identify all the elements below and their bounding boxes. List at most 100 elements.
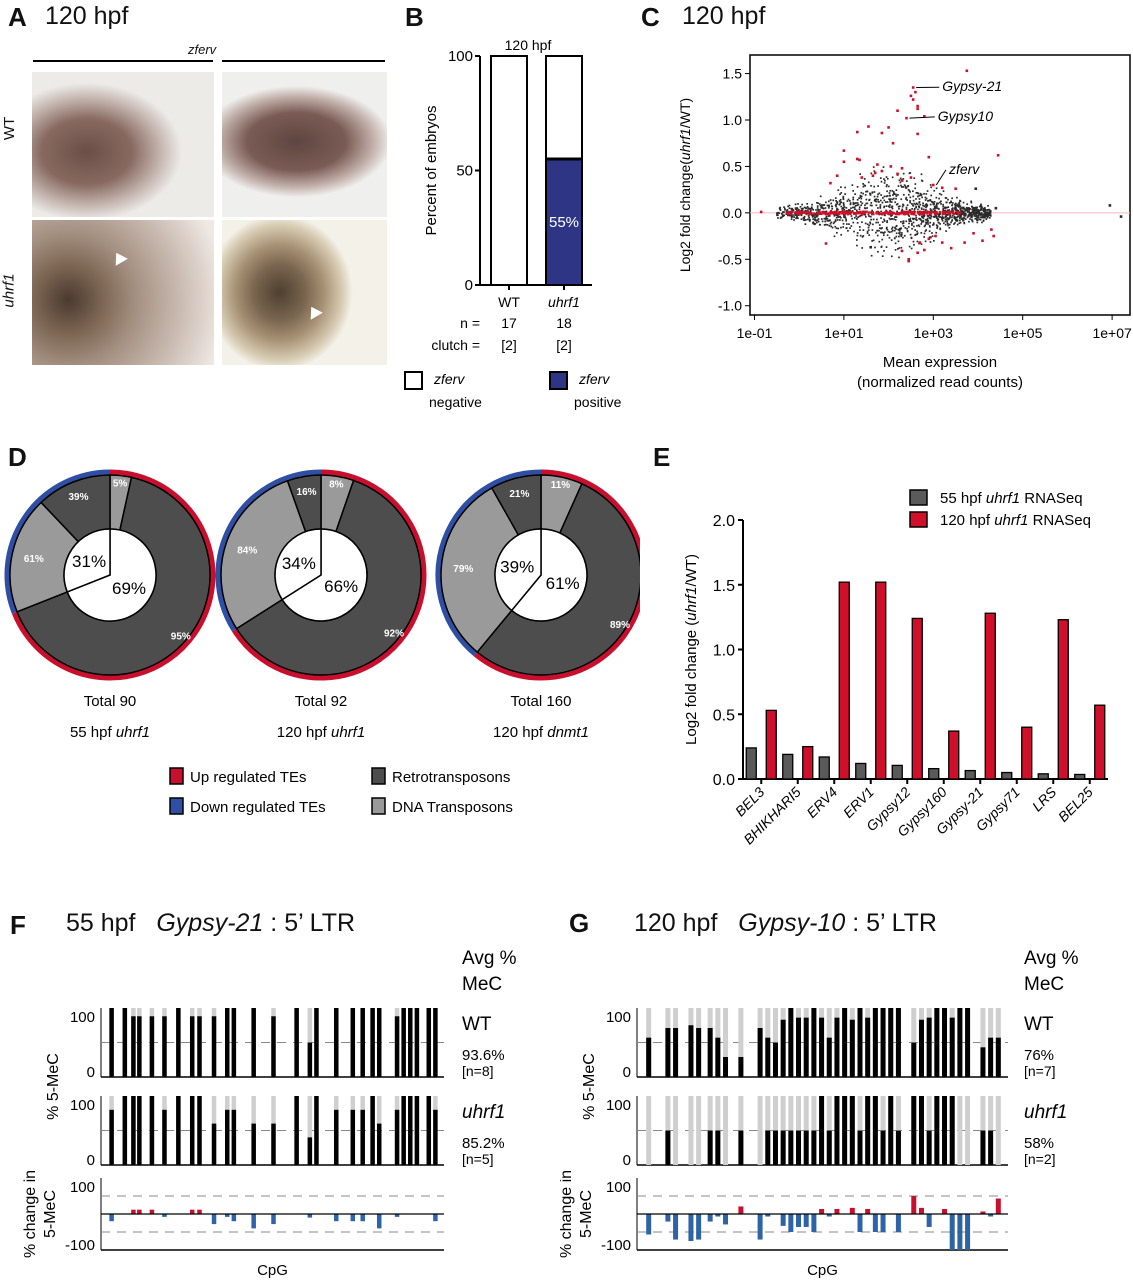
chart-G-cpg-meth	[918, 1019, 924, 1077]
chart-c-point	[837, 189, 840, 192]
chart-G-change-ytick: -100	[601, 1237, 631, 1254]
chart-G-cpg-unmeth	[980, 1008, 986, 1077]
chart-c-point-sig	[843, 211, 847, 214]
chart-c-point	[914, 183, 917, 185]
chart-F-cpg-meth	[414, 1096, 420, 1165]
chart-c-point	[911, 207, 913, 210]
chart-c-point-sig	[907, 210, 910, 213]
chart-c-point	[960, 218, 963, 221]
chart-c-point	[861, 221, 863, 224]
chart-c-point	[953, 215, 956, 218]
chart-F-cpg-meth	[401, 1096, 406, 1165]
chart-c-point	[857, 203, 860, 206]
chart-c-point	[920, 221, 923, 223]
chart-c-point	[900, 246, 903, 249]
chart-e-ylabel-part: uhrf1	[683, 587, 700, 621]
chart-c-point	[950, 221, 952, 224]
chart-c-point	[786, 209, 789, 212]
chart-c-point	[929, 221, 932, 224]
arrowhead-icon	[305, 303, 323, 320]
chart-c-point	[849, 199, 851, 202]
chart-c-point	[791, 208, 794, 211]
chart-c-point-sig	[929, 212, 933, 215]
chart-c-point	[855, 215, 857, 217]
chart-c-point	[971, 216, 973, 219]
panel-g-gene: Gypsy-10	[738, 909, 846, 937]
chart-f: Avg % MeC 100 0 WT 93.6%[n=8] 100 0 uhrf1 85.2%[n…	[22, 948, 517, 1279]
chart-G-track-label: uhrf1	[1024, 1102, 1067, 1123]
chart-c-point-sig	[965, 69, 969, 73]
chart-c-point	[978, 218, 981, 221]
chart-c-point	[926, 204, 929, 207]
chart-c-point	[883, 231, 886, 234]
chart-d-outer-label: 11%	[551, 480, 571, 491]
chart-c-point	[927, 200, 929, 202]
chart-c-point	[873, 170, 876, 173]
chart-d-total-label: Total 90	[84, 693, 137, 710]
chart-c-point	[925, 193, 928, 195]
chart-c-point-sig	[909, 210, 913, 213]
chart-F-cpg-meth	[162, 1109, 167, 1165]
chart-b-legend-italic: zferv	[433, 371, 465, 387]
chart-c-point	[777, 217, 779, 219]
panel-f-title: 55 hpf Gypsy-21 : 5’ LTR	[66, 909, 355, 938]
chart-c-point	[806, 202, 809, 205]
chart-c-point	[907, 226, 910, 228]
chart-c-point	[883, 220, 886, 222]
chart-c-point	[880, 231, 882, 234]
chart-c-point	[864, 184, 867, 187]
chart-c-point	[916, 240, 919, 243]
chart-c-point	[926, 190, 929, 192]
chart-G-change-loss	[949, 1214, 955, 1250]
chart-c-point	[865, 190, 867, 193]
chart-c-point	[938, 214, 941, 217]
chart-c-point	[949, 215, 951, 218]
chart-G-track-n: [n=7]	[1024, 1063, 1056, 1079]
chart-c-point	[916, 230, 918, 233]
chart-c-point	[802, 216, 805, 219]
chart-c-point	[901, 205, 904, 208]
chart-c-point	[924, 204, 927, 207]
chart-c-point	[933, 205, 936, 208]
chart-c-point	[782, 215, 785, 218]
chart-c-point-sig	[834, 212, 837, 215]
chart-c-point	[881, 231, 883, 234]
chart-G-cpg-meth	[715, 1037, 721, 1077]
chart-c-point	[935, 217, 938, 219]
chart-G-cpg-unmeth	[995, 1096, 1001, 1165]
chart-G-change-gain	[995, 1198, 1001, 1214]
chart-c-point-sig	[834, 211, 837, 214]
chart-c-point	[840, 233, 843, 236]
chart-c-point	[925, 229, 928, 231]
chart-c-point-sig	[819, 211, 822, 214]
chart-c-point	[977, 208, 980, 211]
chart-F-cpg-meth	[414, 1008, 420, 1077]
chart-c-point	[932, 222, 935, 224]
chart-d-legend-label: DNA Transposons	[392, 799, 513, 816]
chart-c-point	[932, 203, 935, 205]
chart-d: 5% 95% 61% 39% 31% 69% Total 90 55 hpf uhrf1 8% 9…	[4, 469, 640, 816]
chart-G-cpg-meth	[826, 1037, 832, 1077]
chart-F-cpg-unmeth	[307, 1096, 313, 1165]
chart-c-point	[791, 215, 794, 218]
chart-c-point	[946, 209, 949, 212]
chart-c-point	[951, 197, 953, 200]
chart-c-point	[913, 209, 916, 211]
chart-c-point	[866, 223, 869, 226]
chart-c-point	[891, 227, 893, 230]
chart-F-xlabel: CpG	[257, 1262, 288, 1279]
chart-e-bar-55hpf	[891, 764, 903, 780]
chart-c-point	[920, 208, 923, 210]
chart-c-point	[908, 220, 911, 222]
chart-G-change-loss	[957, 1214, 963, 1250]
chart-c-point-sig	[947, 211, 950, 214]
chart-G-change-loss	[895, 1214, 901, 1232]
chart-c-point-sig	[923, 114, 926, 118]
chart-c-point	[908, 215, 911, 217]
chart-d-outer-label: 16%	[297, 487, 317, 498]
chart-c-point-sig	[855, 130, 859, 134]
chart-c-point	[888, 194, 891, 197]
chart-c-point	[928, 214, 931, 217]
chart-c-point	[920, 219, 923, 222]
chart-c-point-sig	[799, 211, 803, 214]
